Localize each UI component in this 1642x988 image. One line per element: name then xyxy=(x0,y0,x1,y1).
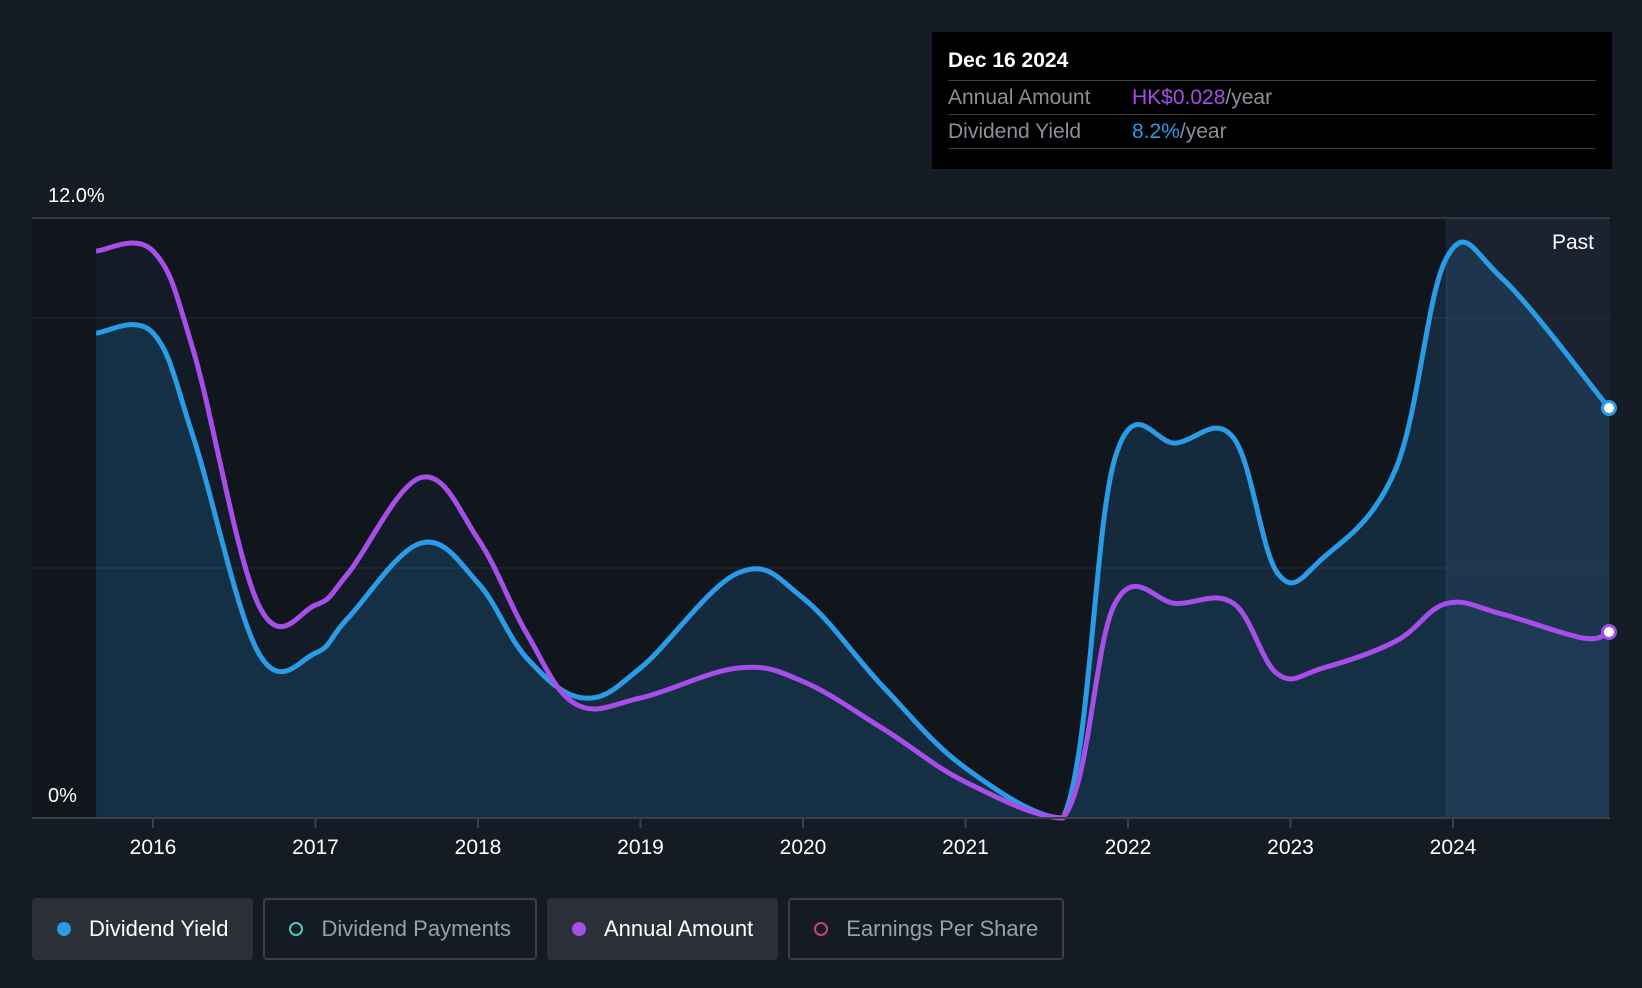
legend-label: Dividend Payments xyxy=(321,916,511,941)
tooltip-row-dividend-yield: Dividend Yield 8.2% /year xyxy=(948,115,1596,149)
x-tick-label: 2020 xyxy=(780,836,827,859)
legend-annual-amount-button[interactable]: Annual Amount xyxy=(546,898,779,960)
x-tick-label: 2024 xyxy=(1430,836,1477,859)
tooltip-value: 8.2% xyxy=(1132,120,1180,143)
tooltip-value: HK$0.028 xyxy=(1132,86,1226,109)
x-tick-label: 2018 xyxy=(455,836,502,859)
tooltip-date: Dec 16 2024 xyxy=(948,46,1596,81)
x-tick-label: 2017 xyxy=(292,836,339,859)
legend-label: Dividend Yield xyxy=(89,916,229,941)
x-tick-label: 2019 xyxy=(617,836,664,859)
dividend-yield-end-marker[interactable] xyxy=(1601,400,1617,416)
past-label: Past xyxy=(1552,231,1594,254)
tooltip-unit: /year xyxy=(1225,86,1273,109)
legend-earnings-per-share-button[interactable]: Earnings Per Share xyxy=(788,898,1065,960)
x-tick-label: 2016 xyxy=(130,836,177,859)
legend-label: Annual Amount xyxy=(603,916,754,941)
legend-dividend-payments-button[interactable]: Dividend Payments xyxy=(263,898,537,960)
y-tick-label: 0% xyxy=(48,785,77,807)
x-tick-label: 2023 xyxy=(1267,836,1314,859)
tooltip-row-annual-amount: Annual Amount HK$0.028 /year xyxy=(948,81,1596,115)
annual-amount-area xyxy=(96,242,1609,818)
y-tick-label: 12.0% xyxy=(48,185,105,207)
tooltip-unit: /year xyxy=(1179,120,1227,143)
x-axis-ticks: 2016 2017 2018 2019 2020 2021 2022 2023 2024 xyxy=(130,818,1477,859)
tooltip-label: Annual Amount xyxy=(948,86,1091,109)
dividend-yield-area xyxy=(96,241,1609,818)
gridlines xyxy=(32,217,1610,818)
legend-dividend-yield-button[interactable]: Dividend Yield xyxy=(32,898,254,960)
legend: Dividend Yield Dividend Payments Annual … xyxy=(32,898,1065,960)
annual-amount-end-marker[interactable] xyxy=(1601,624,1617,640)
tooltip: Dec 16 2024 Annual Amount HK$0.028 /year… xyxy=(932,32,1612,169)
legend-dot-icon xyxy=(814,922,829,936)
legend-label: Earnings Per Share xyxy=(846,916,1039,941)
legend-dot-icon xyxy=(571,922,586,936)
y-axis-ticks: 12.0% 0% xyxy=(48,185,105,807)
annual-amount-line xyxy=(95,240,1610,821)
legend-dot-icon xyxy=(57,922,71,936)
dividend-yield-line xyxy=(95,239,1611,821)
x-tick-label: 2021 xyxy=(942,836,989,859)
tooltip-label: Dividend Yield xyxy=(948,120,1082,143)
legend-dot-icon xyxy=(289,922,304,936)
x-tick-label: 2022 xyxy=(1105,836,1152,859)
